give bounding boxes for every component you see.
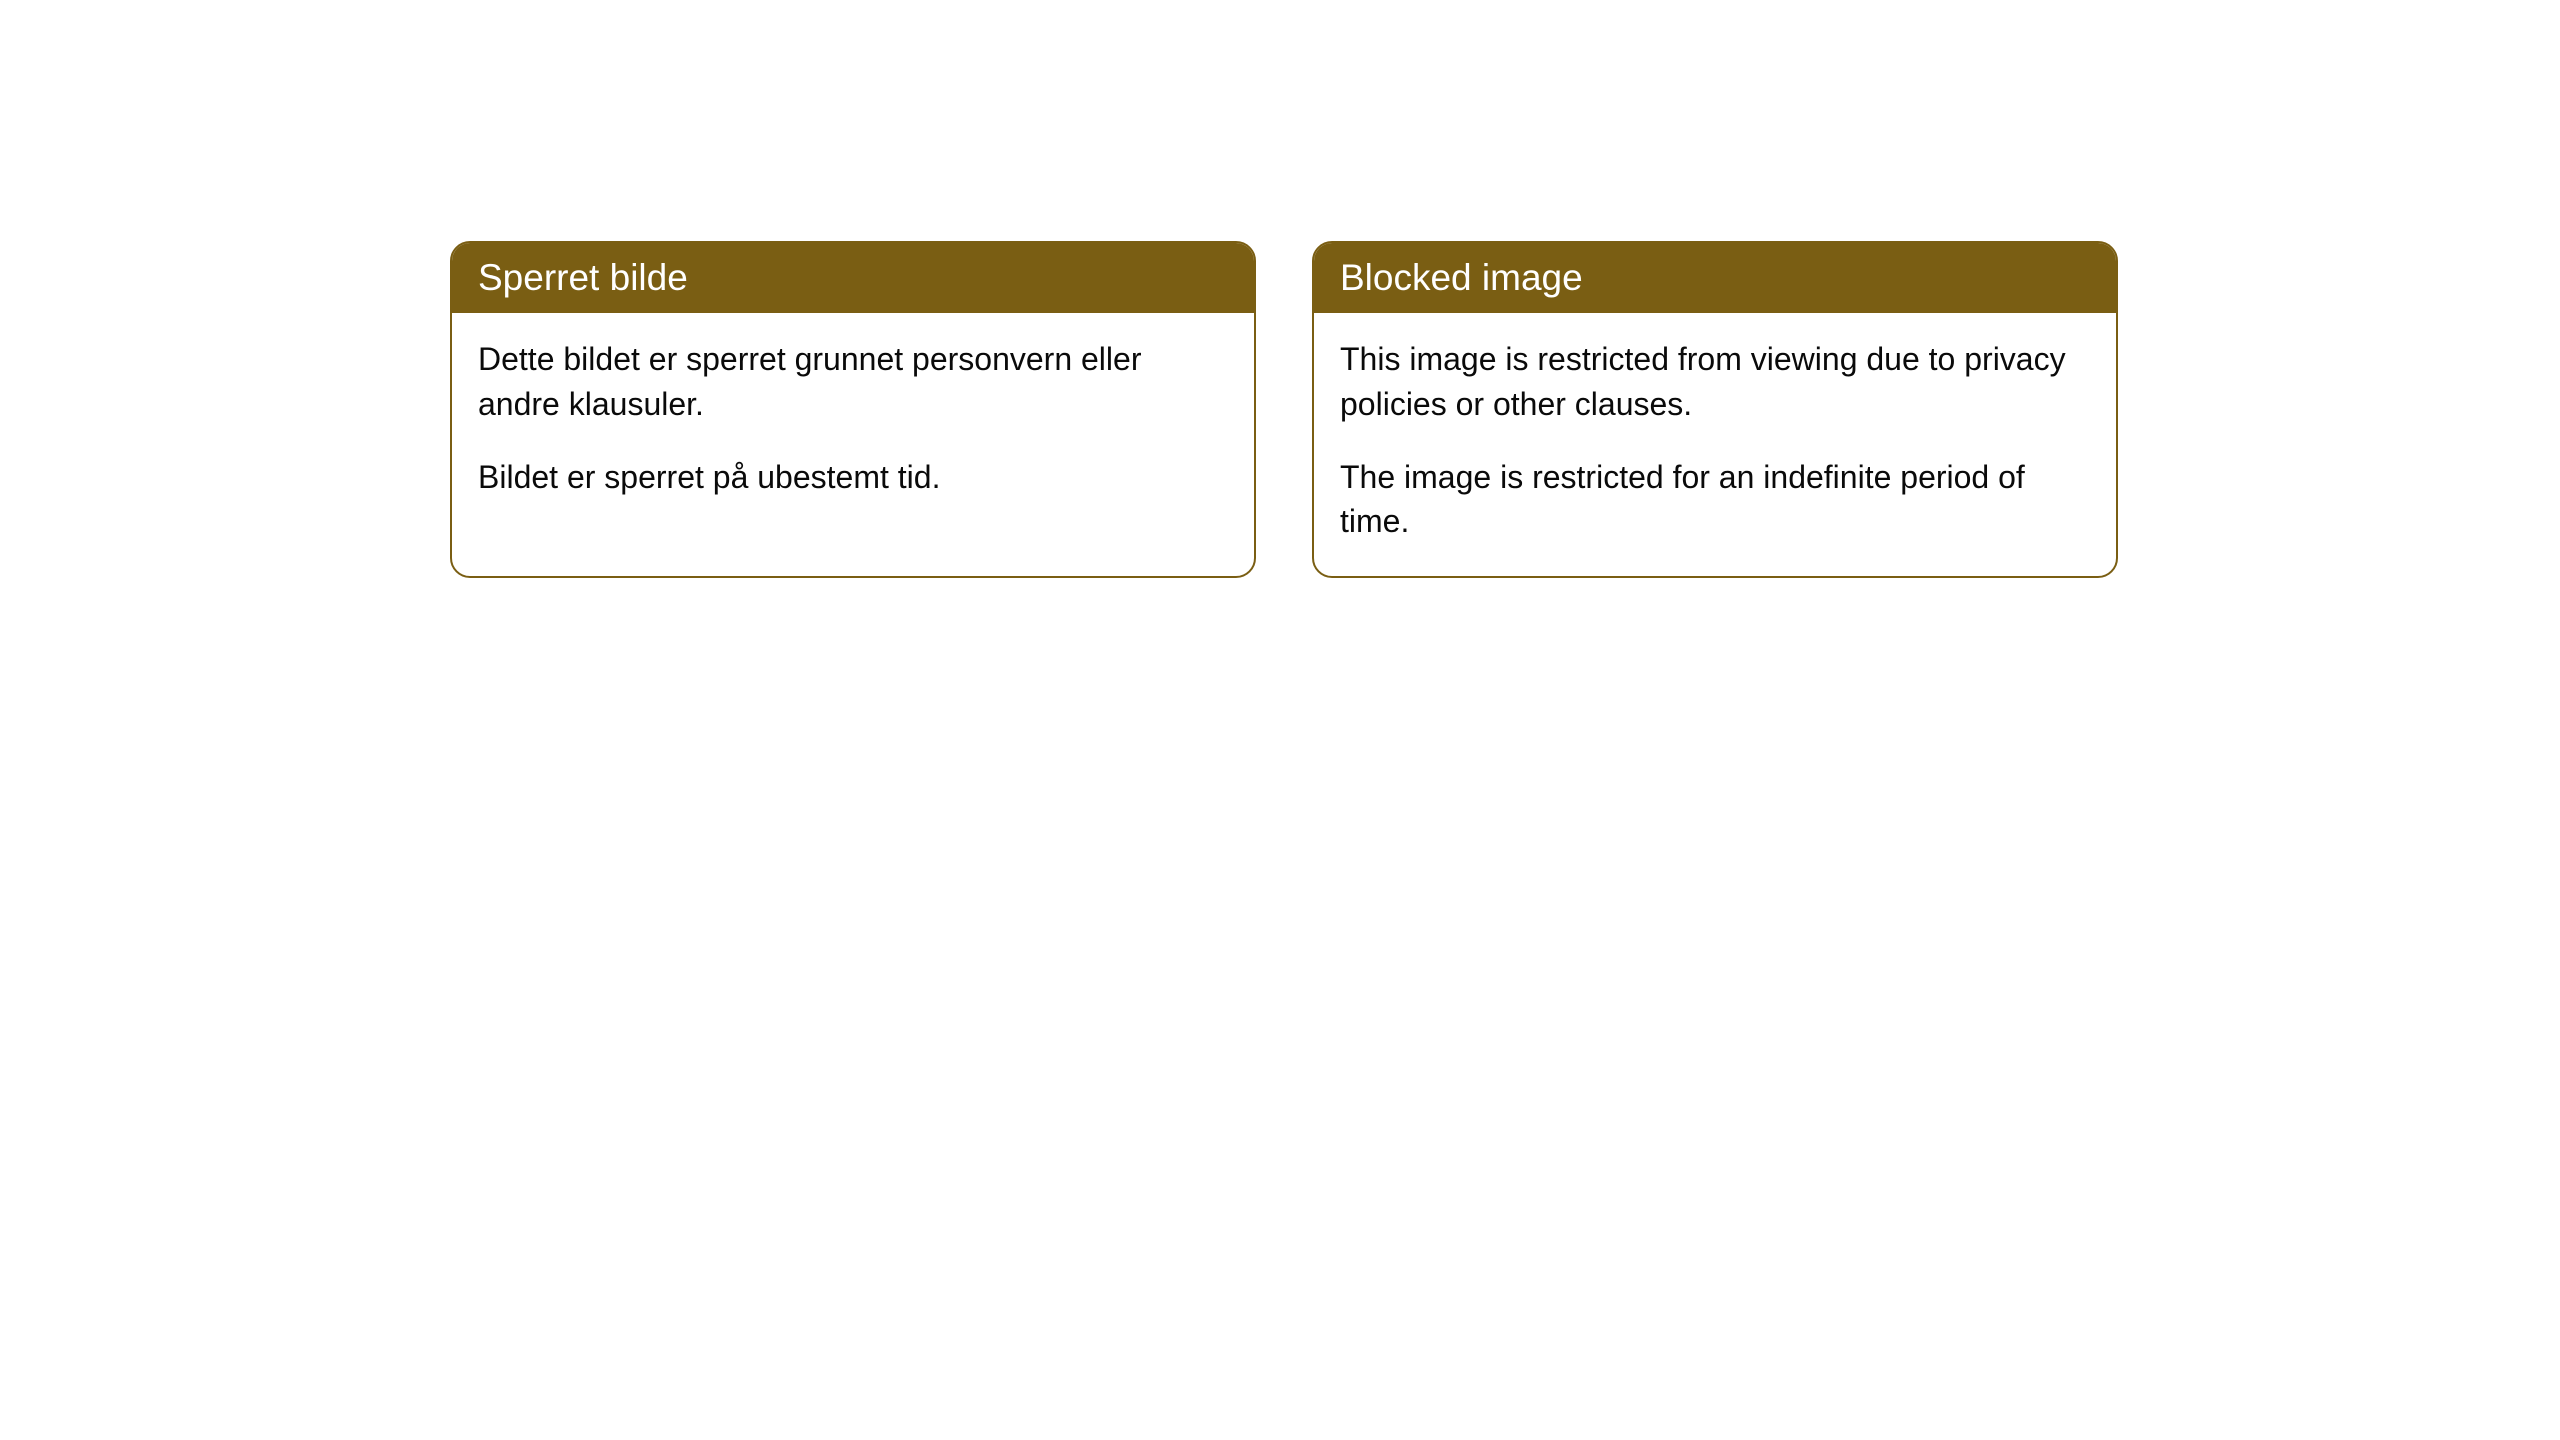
card-title: Sperret bilde xyxy=(478,257,688,298)
card-title: Blocked image xyxy=(1340,257,1583,298)
card-header-norwegian: Sperret bilde xyxy=(452,243,1254,313)
card-paragraph: The image is restricted for an indefinit… xyxy=(1340,455,2090,545)
blocked-image-card-norwegian: Sperret bilde Dette bildet er sperret gr… xyxy=(450,241,1256,578)
card-paragraph: This image is restricted from viewing du… xyxy=(1340,337,2090,427)
card-body-english: This image is restricted from viewing du… xyxy=(1314,313,2116,576)
blocked-image-card-english: Blocked image This image is restricted f… xyxy=(1312,241,2118,578)
card-body-norwegian: Dette bildet er sperret grunnet personve… xyxy=(452,313,1254,531)
card-paragraph: Dette bildet er sperret grunnet personve… xyxy=(478,337,1228,427)
notice-cards-container: Sperret bilde Dette bildet er sperret gr… xyxy=(450,241,2118,578)
card-header-english: Blocked image xyxy=(1314,243,2116,313)
card-paragraph: Bildet er sperret på ubestemt tid. xyxy=(478,455,1228,500)
